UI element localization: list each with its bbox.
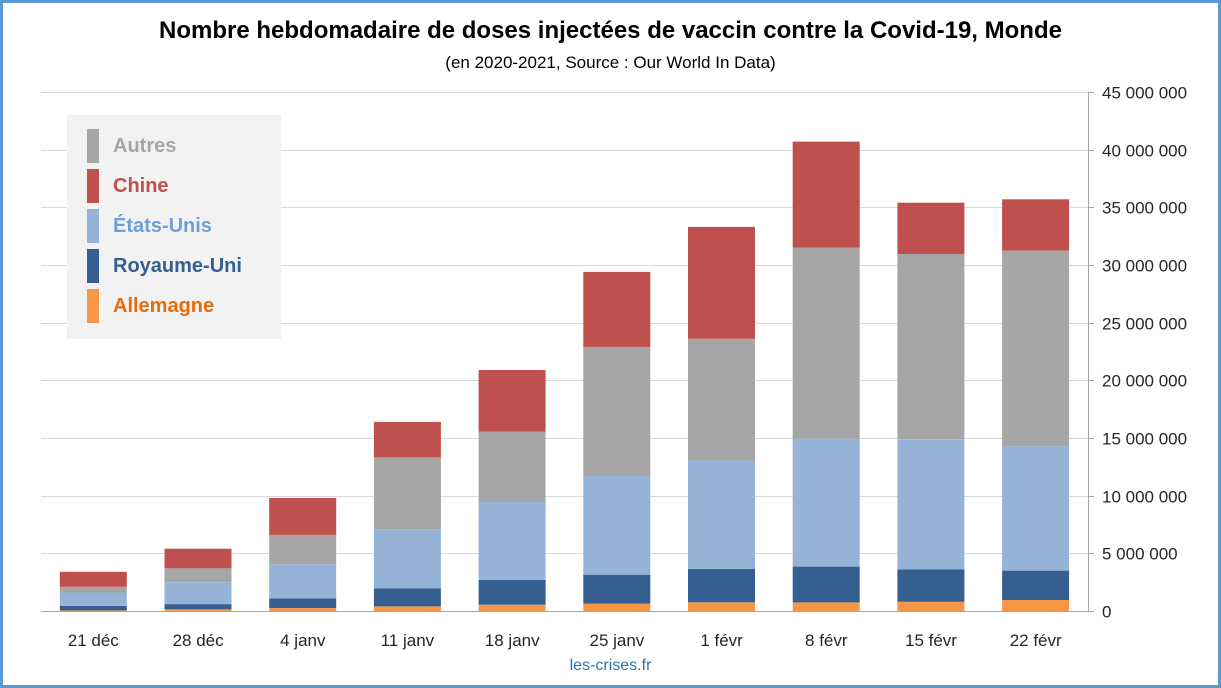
bars [59,141,1070,611]
x-tick-label: 18 janv [485,631,540,650]
bar-segment [1002,600,1070,611]
bar-segment [897,601,965,611]
bar-segment [897,254,965,440]
bar-segment [59,586,127,593]
bar-segment [269,598,337,609]
bar-segment [792,602,860,611]
bar-segment [1002,250,1070,447]
bar-segment [688,602,755,611]
bar-segment [897,439,965,570]
bar-segment [269,608,337,611]
bar-segment [478,431,546,503]
bar-segment [688,568,755,603]
bar-segment [164,604,232,610]
bar-segment [1002,199,1070,251]
legend-swatch [87,169,99,203]
bar-segment [373,606,441,611]
bar-segment [688,460,755,569]
bar-segment [478,502,546,580]
bar-segment [1002,570,1070,600]
y-tick-label: 25 000 000 [1102,315,1187,334]
y-tick-label: 45 000 000 [1102,84,1187,103]
bar-segment [269,564,337,599]
legend-label: Chine [113,174,169,197]
bar-segment [59,571,127,587]
bar-segment [688,226,755,339]
bar-segment [897,569,965,602]
bar-segment [792,438,860,567]
bar-segment [478,579,546,605]
bar-segment [478,604,546,611]
bar-segment [164,568,232,583]
legend: Autres Chine États-Unis Royaume-Uni Allemagn… [67,115,281,339]
legend-label: Autres [113,134,177,157]
x-tick-label: 22 févr [1010,631,1062,650]
credit-text: les-crises.fr [569,657,652,674]
y-tick-label: 15 000 000 [1102,430,1187,449]
legend-swatch [87,289,99,323]
bar-segment [373,588,441,607]
bar-segment [373,529,441,589]
bar-segment [583,603,651,611]
bar-segment [792,247,860,439]
y-tick-label: 40 000 000 [1102,142,1187,161]
legend-item: États-Unis [87,209,212,243]
x-tick-label: 15 févr [905,631,957,650]
x-tick-label: 25 janv [589,631,644,650]
bar-segment [792,566,860,603]
bar-segment [478,370,546,432]
bar-segment [164,609,232,611]
legend-item: Royaume-Uni [87,249,242,283]
legend-swatch [87,249,99,283]
axes: 0 5 000 000 10 000 000 15 000 000 20 000 000… [41,84,1187,650]
bar-segment [583,574,651,604]
bar-segment [897,202,965,254]
y-tick-label: 0 [1102,603,1111,622]
y-tick-label: 5 000 000 [1102,545,1178,564]
bar-segment [269,498,337,535]
x-tick-label: 28 déc [173,631,225,650]
legend-label: États-Unis [113,214,212,237]
bar-segment [164,582,232,605]
bar-segment [792,141,860,248]
legend-label: Allemagne [113,294,215,317]
bar-segment [373,421,441,458]
x-tick-label: 4 janv [280,631,326,650]
bar-segment [59,610,127,611]
bar-segment [583,271,651,347]
chart-title: Nombre hebdomadaire de doses injectées d… [159,17,1062,44]
bar-segment [583,346,651,476]
bar-segment [59,592,127,606]
legend-item: Allemagne [87,289,214,323]
y-tick-label: 20 000 000 [1102,372,1187,391]
bar-segment [1002,446,1070,571]
stacked-bar-chart: 0 5 000 000 10 000 000 15 000 000 20 000 000… [41,84,1187,650]
bar-segment [269,534,337,565]
legend-label: Royaume-Uni [113,254,242,277]
legend-item: Chine [87,169,169,203]
y-tick-label: 10 000 000 [1102,488,1187,507]
y-tick-label: 30 000 000 [1102,257,1187,276]
legend-item: Autres [87,129,176,163]
bar-segment [583,475,651,575]
y-tick-label: 35 000 000 [1102,199,1187,218]
x-tick-label: 21 déc [68,631,120,650]
x-tick-label: 1 févr [700,631,743,650]
x-tick-label: 8 févr [805,631,848,650]
bar-segment [59,605,127,611]
legend-swatch [87,209,99,243]
x-tick-label: 11 janv [381,631,435,650]
bar-segment [373,457,441,530]
bar-segment [688,338,755,461]
bar-segment [164,548,232,569]
legend-swatch [87,129,99,163]
chart-subtitle: (en 2020-2021, Source : Our World In Dat… [445,53,776,72]
